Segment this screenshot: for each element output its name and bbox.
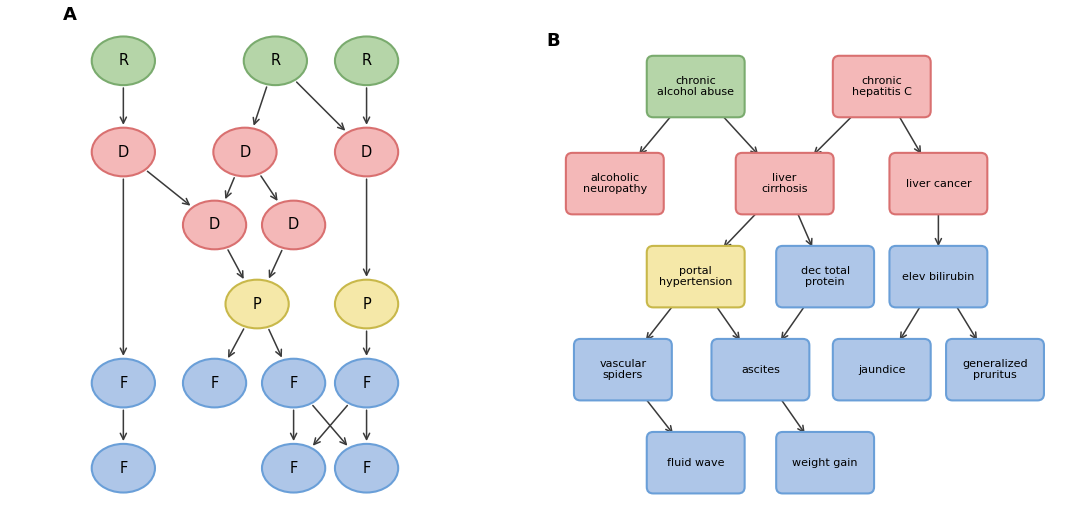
Text: F: F <box>362 461 371 476</box>
Text: F: F <box>119 461 128 476</box>
Text: dec total
protein: dec total protein <box>801 266 850 287</box>
FancyBboxPatch shape <box>776 246 874 307</box>
FancyBboxPatch shape <box>946 339 1044 400</box>
Text: chronic
hepatitis C: chronic hepatitis C <box>852 76 912 97</box>
Ellipse shape <box>262 444 325 492</box>
Ellipse shape <box>92 37 155 85</box>
Ellipse shape <box>262 359 325 407</box>
FancyBboxPatch shape <box>833 56 931 117</box>
Text: chronic
alcohol abuse: chronic alcohol abuse <box>657 76 734 97</box>
Text: F: F <box>362 376 371 390</box>
Text: R: R <box>118 53 128 68</box>
Ellipse shape <box>183 359 246 407</box>
FancyBboxPatch shape <box>647 432 745 494</box>
Text: F: F <box>289 376 298 390</box>
Text: elev bilirubin: elev bilirubin <box>902 271 975 281</box>
Ellipse shape <box>183 200 246 249</box>
Text: F: F <box>289 461 298 476</box>
Ellipse shape <box>92 359 155 407</box>
Ellipse shape <box>335 280 398 329</box>
FancyBboxPatch shape <box>776 432 874 494</box>
Ellipse shape <box>214 127 276 176</box>
FancyBboxPatch shape <box>573 339 672 400</box>
Ellipse shape <box>335 444 398 492</box>
FancyBboxPatch shape <box>711 339 810 400</box>
FancyBboxPatch shape <box>890 246 988 307</box>
Text: vascular
spiders: vascular spiders <box>599 359 646 380</box>
Text: A: A <box>63 6 76 24</box>
FancyBboxPatch shape <box>833 339 931 400</box>
Text: D: D <box>361 144 372 160</box>
Text: generalized
pruritus: generalized pruritus <box>963 359 1028 380</box>
Text: alcoholic
neuropathy: alcoholic neuropathy <box>583 173 647 194</box>
Ellipse shape <box>335 127 398 176</box>
Ellipse shape <box>225 280 288 329</box>
Text: P: P <box>253 297 261 312</box>
Ellipse shape <box>335 37 398 85</box>
Text: weight gain: weight gain <box>792 458 857 468</box>
Text: portal
hypertension: portal hypertension <box>659 266 733 287</box>
Text: F: F <box>119 376 128 390</box>
FancyBboxPatch shape <box>566 153 663 214</box>
Ellipse shape <box>335 359 398 407</box>
Text: jaundice: jaundice <box>859 364 905 375</box>
Ellipse shape <box>92 444 155 492</box>
Ellipse shape <box>262 200 325 249</box>
Ellipse shape <box>92 127 155 176</box>
Text: R: R <box>361 53 372 68</box>
Text: P: P <box>362 297 371 312</box>
FancyBboxPatch shape <box>890 153 988 214</box>
Ellipse shape <box>244 37 307 85</box>
Text: ascites: ascites <box>741 364 779 375</box>
FancyBboxPatch shape <box>647 56 745 117</box>
Text: D: D <box>288 217 299 232</box>
Text: D: D <box>240 144 250 160</box>
Text: fluid wave: fluid wave <box>667 458 724 468</box>
Text: liver cancer: liver cancer <box>905 179 971 189</box>
Text: F: F <box>210 376 219 390</box>
FancyBboxPatch shape <box>736 153 834 214</box>
Text: B: B <box>546 32 559 50</box>
Text: liver
cirrhosis: liver cirrhosis <box>761 173 808 194</box>
FancyBboxPatch shape <box>647 246 745 307</box>
Text: D: D <box>209 217 220 232</box>
Text: R: R <box>270 53 281 68</box>
Text: D: D <box>118 144 129 160</box>
